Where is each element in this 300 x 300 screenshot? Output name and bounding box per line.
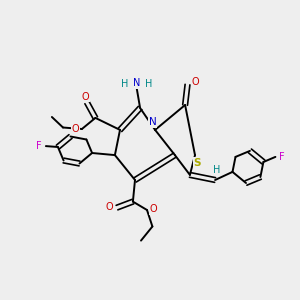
Text: O: O <box>71 124 79 134</box>
Text: O: O <box>150 204 158 214</box>
Text: H: H <box>213 165 220 175</box>
Text: O: O <box>106 202 113 212</box>
Text: S: S <box>194 158 201 168</box>
Text: N: N <box>133 78 140 88</box>
Text: O: O <box>82 92 89 102</box>
Text: F: F <box>279 152 285 162</box>
Text: F: F <box>37 141 42 151</box>
Text: H: H <box>121 79 128 89</box>
Text: N: N <box>149 117 157 128</box>
Text: H: H <box>146 79 153 89</box>
Text: O: O <box>191 77 199 87</box>
